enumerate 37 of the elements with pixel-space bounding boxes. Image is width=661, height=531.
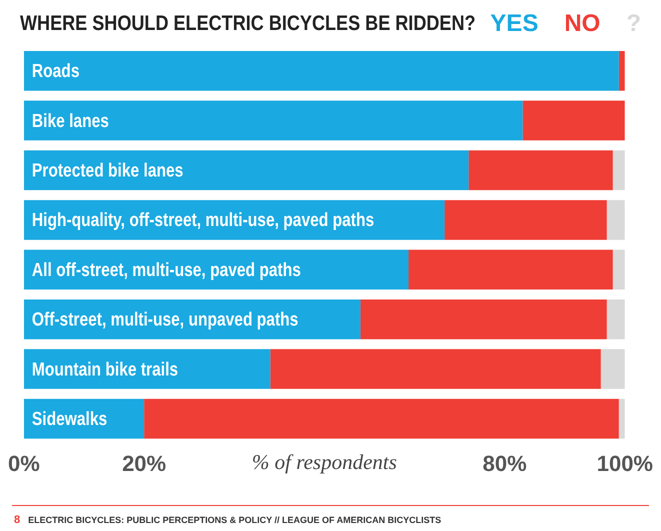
- x-tick-label: 0%: [8, 450, 40, 476]
- y-tick-label: All off-street, multi-use, paved paths: [32, 258, 301, 280]
- y-tick-label: Mountain bike trails: [32, 358, 178, 380]
- bar: [270, 349, 601, 389]
- x-tick-label: 100%: [596, 450, 654, 476]
- series-label: NO: [564, 10, 600, 37]
- bar: [444, 200, 607, 240]
- bar: [24, 100, 523, 140]
- bar: [606, 299, 625, 340]
- bar: [612, 250, 625, 290]
- bar: [606, 200, 625, 240]
- bar: [618, 50, 625, 91]
- bar: [24, 150, 469, 190]
- text: ?: [626, 10, 641, 37]
- chart-title: WHERE SHOULD ELECTRIC BICYCLES BE RIDDEN?: [20, 12, 476, 36]
- bar: [612, 150, 625, 190]
- text: ELECTRIC BICYCLES: PUBLIC PERCEPTIONS & POLICY // LEAGUE OF AMERICAN BICYCLISTS: [28, 515, 442, 525]
- x-tick-label: 80%: [482, 450, 527, 476]
- bar: [468, 150, 613, 190]
- x-axis-title: % of respondents: [252, 450, 397, 474]
- bar: [408, 250, 613, 290]
- y-tick-label: Bike lanes: [32, 109, 109, 132]
- series-label: YES: [490, 10, 538, 37]
- y-tick-label: Protected bike lanes: [32, 158, 184, 181]
- bar: [24, 50, 619, 91]
- y-tick-label: Roads: [32, 60, 80, 82]
- y-tick-label: High-quality, off-street, multi-use, paved paths: [32, 208, 374, 231]
- y-tick-label: Sidewalks: [32, 407, 108, 430]
- bar: [360, 299, 607, 340]
- bar: [144, 398, 619, 439]
- bar: [522, 100, 625, 140]
- text: 8: [14, 514, 20, 526]
- bar: [600, 349, 625, 389]
- bar: [24, 349, 270, 389]
- x-tick-label: 20%: [122, 450, 166, 476]
- y-tick-label: Off-street, multi-use, unpaved paths: [32, 308, 298, 330]
- bar: [618, 398, 625, 439]
